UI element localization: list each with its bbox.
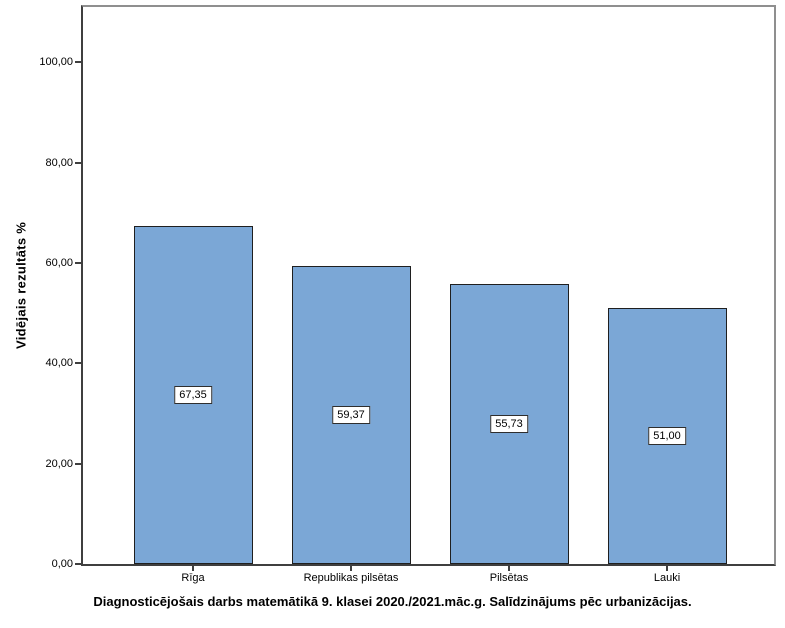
y-tick-mark: [75, 362, 81, 365]
bar-value-label: 67,35: [174, 386, 212, 405]
x-category-label: Lauki: [653, 572, 681, 584]
bar-2: 59,37: [291, 266, 411, 564]
y-axis-title: Vidējais rezultāts %: [13, 221, 29, 350]
chart-title: Diagnosticējošais darbs matemātikā 9. kl…: [93, 594, 692, 609]
x-tick-mark: [508, 566, 510, 571]
y-tick-mark: [75, 462, 81, 465]
bar-value-label: 51,00: [648, 427, 686, 446]
y-tick-mark: [75, 261, 81, 264]
x-tick-mark: [192, 566, 194, 571]
y-tick-mark: [75, 563, 81, 565]
y-tick-label: 0,00: [51, 558, 73, 570]
y-tick-label: 20,00: [45, 457, 73, 470]
y-tick-mark: [75, 161, 81, 164]
x-category-label: Pilsētas: [489, 572, 529, 584]
x-tick-mark: [350, 566, 352, 571]
plot-area: 67,35 59,37 55,73 51,00: [81, 5, 776, 566]
y-tick-label: 80,00: [45, 156, 73, 169]
bar-4: 51,00: [607, 308, 727, 564]
bar-1: 67,35: [133, 226, 253, 564]
bar-3: 55,73: [449, 284, 569, 564]
y-tick-mark: [75, 61, 81, 64]
x-tick-mark: [666, 566, 668, 571]
y-tick-label: 100,00: [39, 56, 73, 69]
y-tick-label: 60,00: [45, 256, 73, 269]
y-tick-label: 40,00: [45, 357, 73, 370]
bar-value-label: 55,73: [490, 415, 528, 434]
x-category-label: Republikas pilsētas: [303, 572, 399, 584]
x-category-label: Rīga: [181, 572, 205, 584]
bar-value-label: 59,37: [332, 406, 370, 425]
